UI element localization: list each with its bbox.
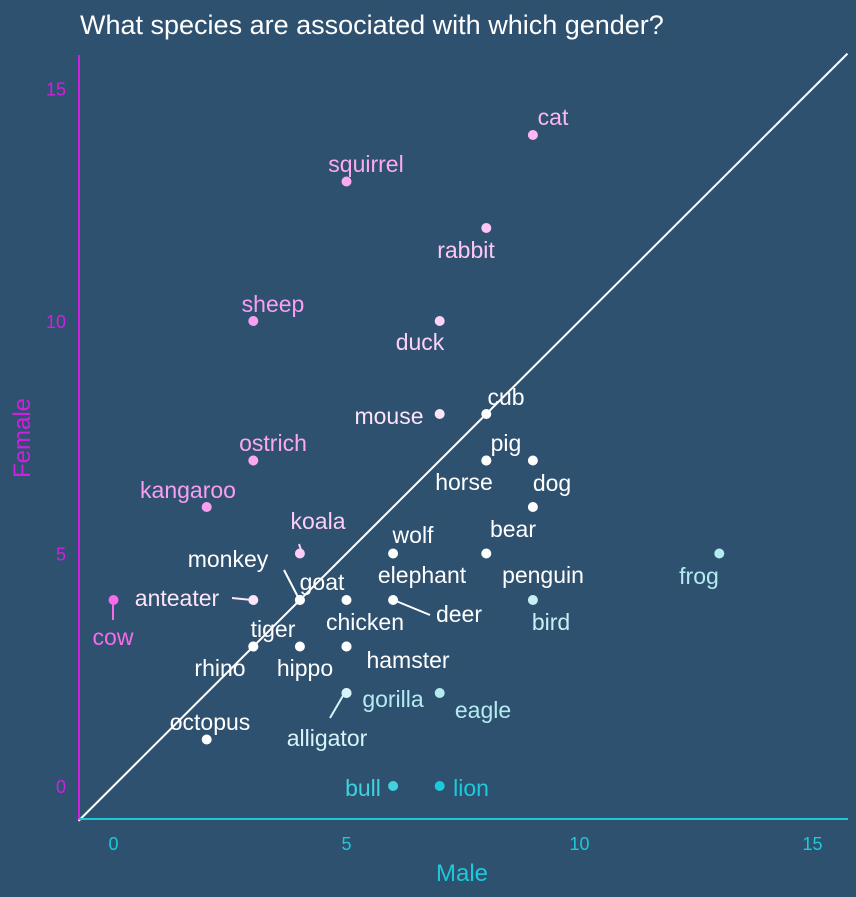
label-monkey: monkey	[188, 546, 269, 572]
x-tick-label: 15	[802, 834, 822, 854]
x-tick-label: 10	[569, 834, 589, 854]
x-axis-label: Male	[436, 860, 488, 887]
y-axis-label: Female	[9, 398, 36, 478]
leader-lines	[112, 543, 431, 719]
label-squirrel: squirrel	[328, 151, 403, 177]
label-horse: horse	[435, 469, 493, 495]
x-tick-labels: 0 5 10 15	[108, 834, 822, 854]
point-octopus	[201, 734, 212, 745]
label-wolf: wolf	[392, 522, 435, 548]
leader-monkey	[283, 569, 299, 598]
point-lion	[434, 781, 445, 791]
point-horse	[481, 455, 492, 466]
label-hippo: hippo	[277, 655, 333, 681]
y-tick-label: 15	[46, 80, 66, 100]
y-tick-label: 5	[56, 545, 66, 565]
point-koala	[294, 548, 305, 559]
label-hamster: hamster	[366, 647, 449, 673]
point-mouse	[434, 409, 445, 419]
label-frog: frog	[679, 563, 719, 589]
point-wolf	[388, 548, 399, 559]
point-rhino	[248, 641, 259, 652]
label-elephant: elephant	[378, 562, 467, 588]
label-eagle: eagle	[455, 697, 511, 723]
point-frog	[714, 548, 725, 559]
point-elephant	[341, 595, 352, 605]
label-ostrich: ostrich	[239, 430, 307, 456]
point-labels: cat squirrel rabbit sheep duck cub mouse ostric…	[93, 104, 719, 801]
label-goat: goat	[300, 569, 345, 595]
point-eagle	[434, 688, 445, 698]
label-tiger: tiger	[251, 616, 296, 642]
point-rabbit	[481, 223, 492, 233]
point-alligator	[341, 688, 352, 698]
point-penguin	[481, 548, 492, 559]
label-chicken: chicken	[326, 609, 404, 635]
point-cat	[527, 130, 538, 140]
label-dog: dog	[533, 470, 571, 496]
label-bear: bear	[490, 516, 536, 542]
label-pig: pig	[491, 430, 522, 456]
x-tick-label: 0	[108, 834, 118, 854]
point-dog	[527, 455, 538, 466]
point-deer	[388, 595, 399, 605]
point-kangaroo	[201, 502, 212, 512]
point-squirrel	[341, 176, 352, 187]
label-rabbit: rabbit	[437, 237, 495, 263]
leader-alligator	[329, 693, 345, 719]
y-tick-labels: 0 5 10 15	[46, 80, 66, 798]
label-koala: koala	[291, 508, 346, 534]
label-duck: duck	[396, 329, 445, 355]
point-sheep	[248, 316, 259, 326]
point-cow	[108, 595, 119, 605]
point-hippo	[294, 641, 305, 652]
data-points	[108, 130, 725, 791]
point-goat	[294, 595, 305, 605]
label-mouse: mouse	[354, 403, 423, 429]
chart-title: What species are associated with which g…	[80, 10, 664, 40]
label-octopus: octopus	[170, 709, 251, 735]
x-tick-label: 5	[341, 834, 351, 854]
label-bird: bird	[532, 609, 570, 635]
label-lion: lion	[453, 775, 489, 801]
label-penguin: penguin	[502, 562, 584, 588]
y-tick-label: 0	[56, 777, 66, 797]
point-bear	[527, 502, 538, 512]
label-deer: deer	[436, 601, 482, 627]
label-bull: bull	[345, 775, 381, 801]
y-tick-label: 10	[46, 312, 66, 332]
label-cub: cub	[487, 384, 524, 410]
identity-line	[77, 52, 849, 822]
label-cow: cow	[93, 624, 134, 650]
point-hamster	[341, 641, 352, 652]
label-rhino: rhino	[194, 655, 245, 681]
point-bird	[527, 595, 538, 605]
label-sheep: sheep	[242, 291, 305, 317]
point-duck	[434, 316, 445, 326]
label-cat: cat	[538, 104, 569, 130]
label-kangaroo: kangaroo	[140, 477, 236, 503]
label-gorilla: gorilla	[362, 686, 424, 712]
label-anteater: anteater	[135, 585, 220, 611]
point-anteater	[248, 595, 259, 605]
leader-deer	[395, 600, 431, 616]
point-ostrich	[248, 455, 259, 466]
point-bull	[388, 781, 399, 791]
point-cub	[481, 409, 492, 419]
label-alligator: alligator	[287, 725, 368, 751]
